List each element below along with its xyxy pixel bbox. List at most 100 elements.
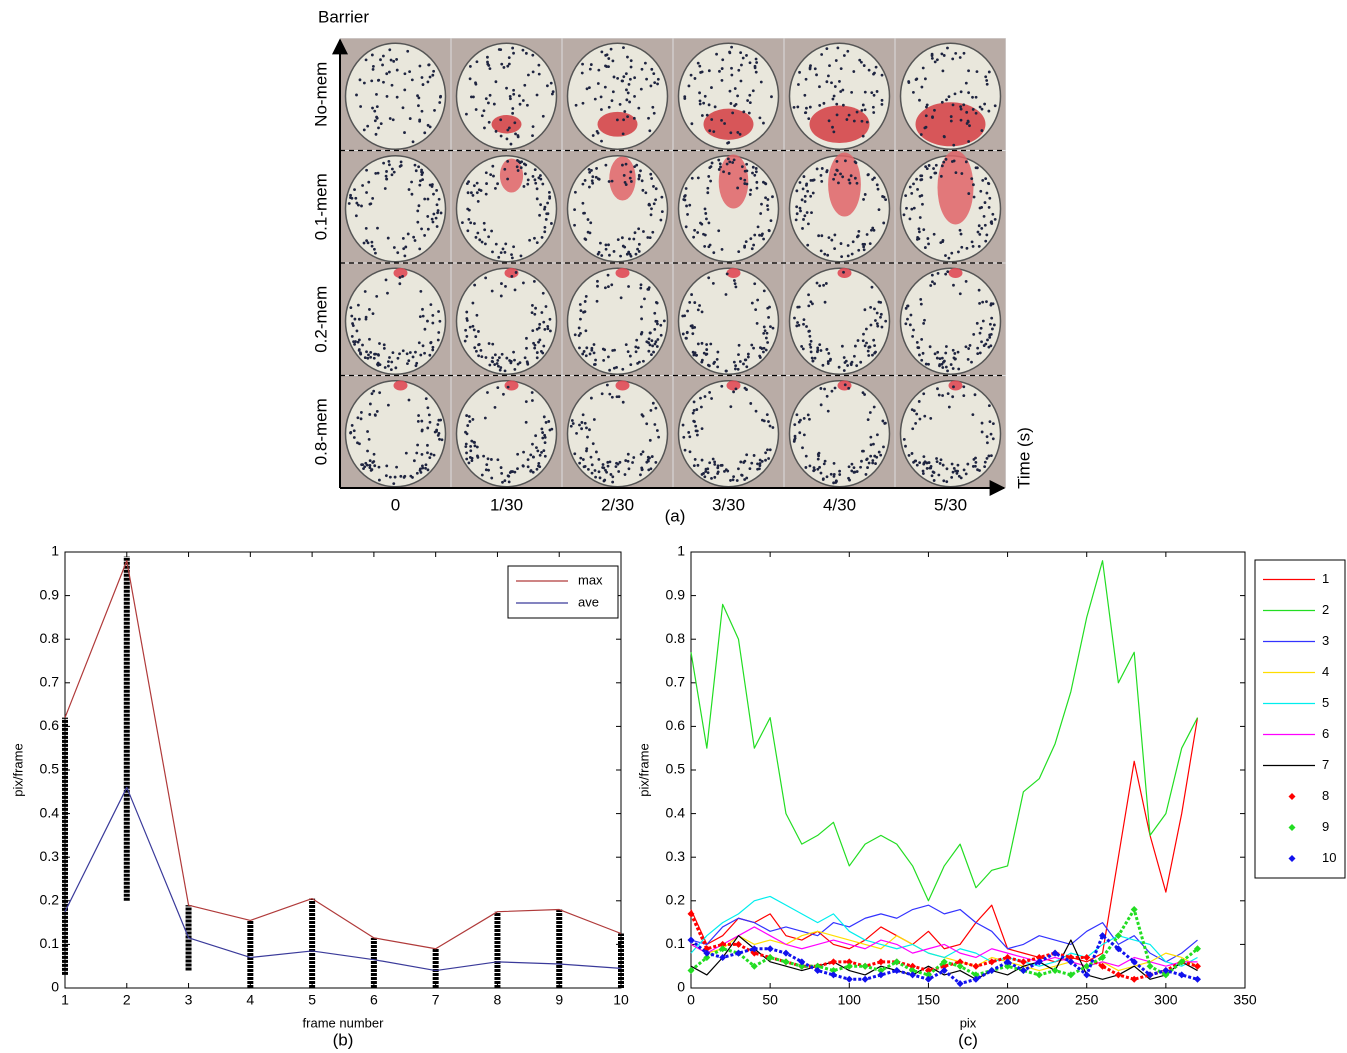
particle bbox=[871, 461, 875, 465]
particle bbox=[751, 89, 755, 93]
particle bbox=[640, 179, 644, 183]
particle bbox=[731, 161, 735, 164]
particle bbox=[349, 193, 352, 197]
series-marker bbox=[1083, 953, 1091, 961]
particle bbox=[395, 68, 399, 72]
particle bbox=[688, 450, 692, 454]
particle bbox=[977, 288, 981, 292]
particle bbox=[590, 471, 594, 475]
particle bbox=[958, 228, 962, 232]
particle bbox=[905, 206, 908, 210]
particle bbox=[904, 444, 907, 448]
particle bbox=[365, 191, 368, 194]
particle bbox=[806, 189, 810, 193]
particle bbox=[959, 232, 963, 236]
particle bbox=[753, 233, 757, 237]
particle bbox=[855, 110, 859, 114]
particle bbox=[357, 338, 361, 342]
particle bbox=[607, 285, 610, 289]
particle bbox=[768, 305, 771, 309]
particle bbox=[416, 94, 419, 98]
particle bbox=[690, 324, 694, 328]
particle bbox=[512, 245, 515, 249]
particle bbox=[384, 174, 388, 178]
particle bbox=[548, 317, 552, 321]
particle bbox=[925, 467, 929, 470]
particle bbox=[624, 459, 628, 462]
particle bbox=[650, 177, 654, 180]
particle bbox=[805, 211, 809, 214]
particle bbox=[389, 368, 393, 372]
particle bbox=[526, 103, 529, 107]
particle bbox=[862, 64, 866, 67]
particle bbox=[695, 408, 699, 411]
particle bbox=[604, 53, 608, 57]
particle bbox=[543, 454, 547, 458]
particle bbox=[505, 356, 509, 360]
series-marker bbox=[1130, 906, 1138, 914]
particle bbox=[426, 406, 430, 410]
particle bbox=[592, 418, 596, 421]
particle bbox=[868, 242, 872, 246]
particle bbox=[506, 64, 510, 68]
particle bbox=[524, 400, 528, 404]
particle bbox=[414, 350, 417, 354]
particle bbox=[475, 191, 479, 195]
series-marker bbox=[1099, 932, 1107, 940]
particle bbox=[472, 95, 475, 99]
particle bbox=[964, 345, 968, 349]
series-marker bbox=[1178, 971, 1186, 979]
particle bbox=[383, 187, 387, 190]
particle bbox=[915, 77, 919, 81]
particle bbox=[762, 346, 766, 350]
particle bbox=[717, 168, 721, 171]
particle bbox=[542, 449, 546, 453]
particle bbox=[524, 163, 528, 167]
particle bbox=[989, 302, 993, 306]
particle bbox=[816, 457, 820, 461]
particle bbox=[366, 430, 369, 433]
particle bbox=[742, 461, 746, 464]
particle bbox=[988, 196, 992, 200]
legend-box bbox=[507, 565, 619, 619]
particle bbox=[651, 230, 655, 234]
particle bbox=[376, 171, 380, 175]
particle bbox=[825, 348, 829, 351]
particle bbox=[713, 475, 717, 479]
particle bbox=[395, 465, 398, 469]
particle bbox=[401, 349, 405, 353]
particle bbox=[811, 178, 815, 182]
series-marker bbox=[1162, 971, 1170, 979]
particle bbox=[933, 282, 936, 286]
particle bbox=[803, 194, 807, 198]
particle bbox=[490, 458, 493, 461]
legend-label: 8 bbox=[1322, 788, 1329, 803]
particle bbox=[637, 106, 641, 110]
particle bbox=[607, 180, 611, 183]
particle bbox=[827, 352, 831, 355]
particle bbox=[356, 303, 360, 307]
particle bbox=[707, 69, 711, 73]
particle bbox=[710, 118, 714, 121]
particle bbox=[469, 445, 473, 448]
particle bbox=[764, 336, 768, 340]
particle bbox=[616, 238, 620, 242]
particle bbox=[373, 413, 377, 417]
series-marker bbox=[829, 971, 837, 979]
particle bbox=[368, 466, 372, 470]
particle bbox=[495, 362, 499, 365]
particle bbox=[388, 356, 391, 359]
particle bbox=[850, 360, 854, 364]
particle bbox=[497, 255, 501, 259]
particle bbox=[696, 176, 700, 180]
particle bbox=[374, 251, 377, 255]
particle bbox=[371, 312, 375, 316]
particle bbox=[880, 98, 884, 102]
particle bbox=[624, 72, 628, 76]
particle bbox=[586, 218, 590, 221]
particle bbox=[413, 239, 417, 242]
particle bbox=[633, 231, 637, 235]
particle bbox=[987, 205, 991, 209]
particle bbox=[825, 80, 829, 84]
particle bbox=[833, 247, 837, 251]
